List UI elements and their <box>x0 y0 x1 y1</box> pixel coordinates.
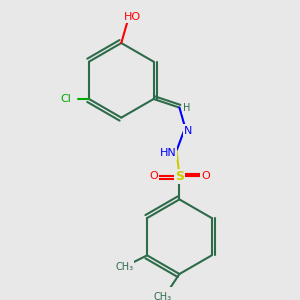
Text: CH₃: CH₃ <box>115 262 133 272</box>
Text: H: H <box>183 103 190 112</box>
Text: O: O <box>149 172 158 182</box>
Text: N: N <box>184 125 192 136</box>
Text: CH₃: CH₃ <box>153 292 171 300</box>
Text: O: O <box>201 172 210 182</box>
Text: S: S <box>175 170 184 183</box>
Text: HO: HO <box>124 12 141 22</box>
Text: Cl: Cl <box>61 94 71 104</box>
Text: HN: HN <box>160 148 176 158</box>
